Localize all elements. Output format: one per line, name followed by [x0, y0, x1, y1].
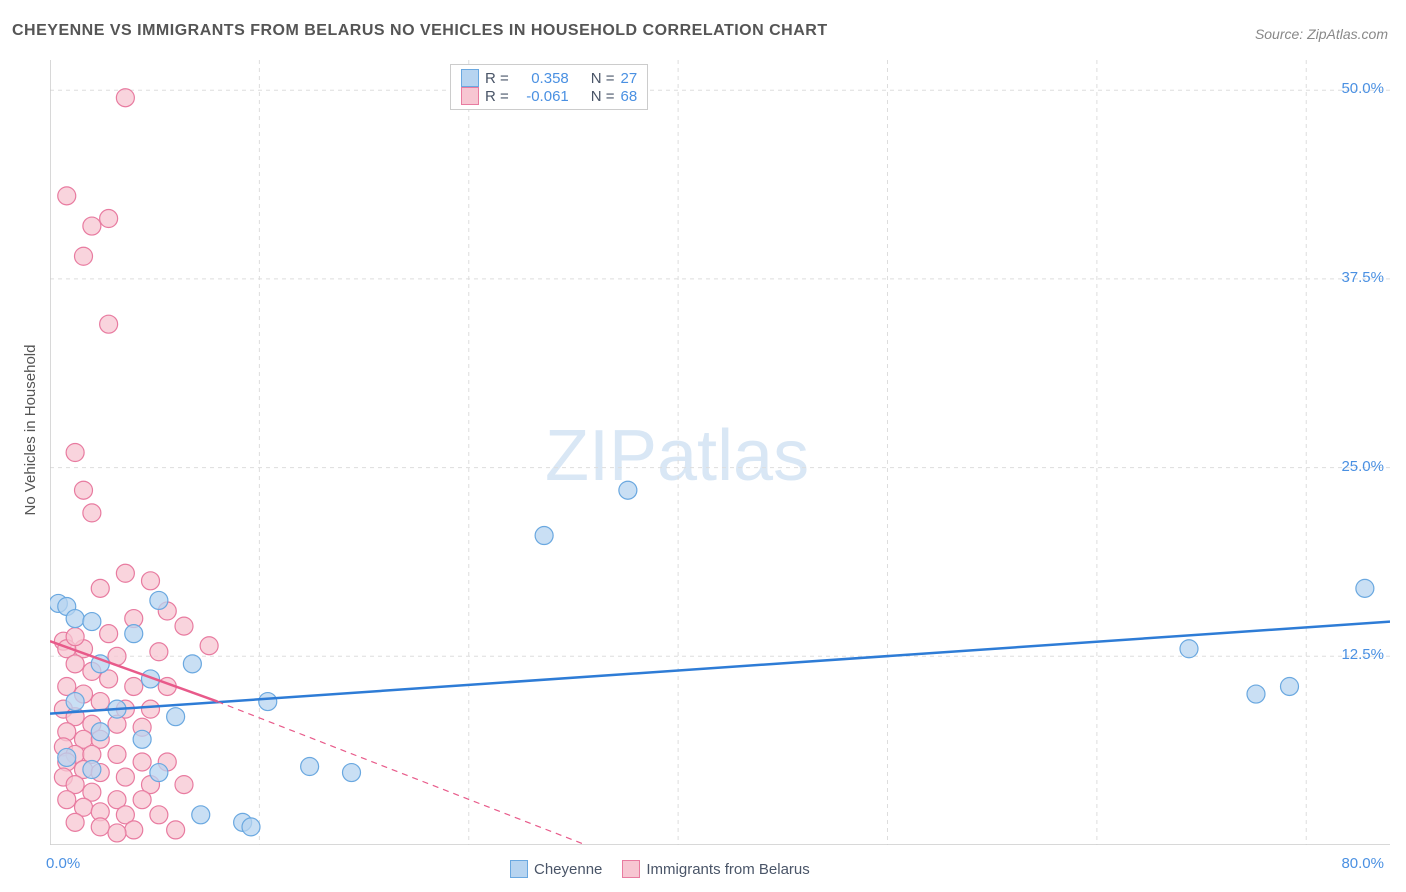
- data-point: [108, 824, 126, 842]
- data-point: [1356, 579, 1374, 597]
- data-point: [83, 504, 101, 522]
- y-tick-label: 12.5%: [1341, 646, 1384, 663]
- data-point: [100, 210, 118, 228]
- data-point: [150, 764, 168, 782]
- data-point: [242, 818, 260, 836]
- data-point: [142, 572, 160, 590]
- x-tick-label: 0.0%: [46, 855, 80, 872]
- data-point: [83, 613, 101, 631]
- data-point: [83, 217, 101, 235]
- y-axis-label: No Vehicles in Household: [22, 300, 39, 560]
- data-point: [167, 821, 185, 839]
- data-point: [1180, 640, 1198, 658]
- legend-label: Cheyenne: [534, 861, 602, 878]
- y-axis-text: No Vehicles in Household: [22, 345, 39, 516]
- data-point: [100, 625, 118, 643]
- data-point: [100, 315, 118, 333]
- data-point: [535, 527, 553, 545]
- data-point: [192, 806, 210, 824]
- data-point: [133, 753, 151, 771]
- data-point: [116, 768, 134, 786]
- x-tick-label: 80.0%: [1341, 855, 1384, 872]
- data-point: [58, 791, 76, 809]
- data-point: [183, 655, 201, 673]
- stats-legend: R = 0.358 N = 27 R = -0.061 N = 68: [450, 64, 648, 110]
- data-point: [116, 564, 134, 582]
- data-point: [125, 677, 143, 695]
- data-point: [91, 579, 109, 597]
- data-point: [91, 693, 109, 711]
- stats-legend-row: R = -0.061 N = 68: [461, 87, 637, 105]
- r-value: 0.358: [515, 70, 569, 87]
- data-point: [200, 637, 218, 655]
- trend-line-extrapolated: [218, 702, 587, 845]
- data-point: [150, 806, 168, 824]
- data-point: [125, 625, 143, 643]
- r-value: -0.061: [515, 88, 569, 105]
- legend-label: Immigrants from Belarus: [646, 861, 809, 878]
- legend-swatch: [461, 87, 479, 105]
- n-value: 68: [621, 88, 638, 105]
- y-tick-label: 37.5%: [1341, 269, 1384, 286]
- legend-swatch: [510, 860, 528, 878]
- data-point: [259, 693, 277, 711]
- legend-swatch: [622, 860, 640, 878]
- title-text: CHEYENNE VS IMMIGRANTS FROM BELARUS NO V…: [12, 22, 828, 39]
- data-point: [150, 643, 168, 661]
- data-point: [58, 187, 76, 205]
- data-point: [343, 764, 361, 782]
- data-point: [66, 655, 84, 673]
- y-tick-label: 50.0%: [1341, 80, 1384, 97]
- data-point: [150, 591, 168, 609]
- source-label: Source:: [1255, 26, 1303, 42]
- data-point: [175, 776, 193, 794]
- data-point: [142, 700, 160, 718]
- data-point: [75, 247, 93, 265]
- data-point: [91, 723, 109, 741]
- data-point: [116, 89, 134, 107]
- data-point: [91, 818, 109, 836]
- data-point: [1281, 677, 1299, 695]
- data-point: [301, 758, 319, 776]
- source-attribution: Source: ZipAtlas.com: [1255, 26, 1388, 42]
- data-point: [83, 761, 101, 779]
- data-point: [175, 617, 193, 635]
- n-label: N =: [591, 70, 615, 87]
- legend-item: Immigrants from Belarus: [622, 860, 809, 878]
- data-point: [66, 610, 84, 628]
- r-label: R =: [485, 70, 509, 87]
- data-point: [66, 628, 84, 646]
- data-point: [58, 748, 76, 766]
- source-value: ZipAtlas.com: [1307, 26, 1388, 42]
- data-point: [125, 821, 143, 839]
- series-legend: Cheyenne Immigrants from Belarus: [510, 860, 810, 878]
- data-point: [133, 730, 151, 748]
- n-value: 27: [621, 70, 638, 87]
- data-point: [1247, 685, 1265, 703]
- y-tick-label: 25.0%: [1341, 458, 1384, 475]
- data-point: [108, 745, 126, 763]
- data-point: [133, 791, 151, 809]
- data-point: [75, 481, 93, 499]
- stats-legend-row: R = 0.358 N = 27: [461, 69, 637, 87]
- legend-swatch: [461, 69, 479, 87]
- data-point: [66, 813, 84, 831]
- data-point: [66, 693, 84, 711]
- chart-title: CHEYENNE VS IMMIGRANTS FROM BELARUS NO V…: [12, 22, 828, 40]
- scatter-chart: [50, 60, 1390, 845]
- legend-item: Cheyenne: [510, 860, 602, 878]
- data-point: [167, 708, 185, 726]
- trend-line: [50, 622, 1390, 714]
- data-point: [66, 444, 84, 462]
- r-label: R =: [485, 88, 509, 105]
- n-label: N =: [591, 88, 615, 105]
- data-point: [619, 481, 637, 499]
